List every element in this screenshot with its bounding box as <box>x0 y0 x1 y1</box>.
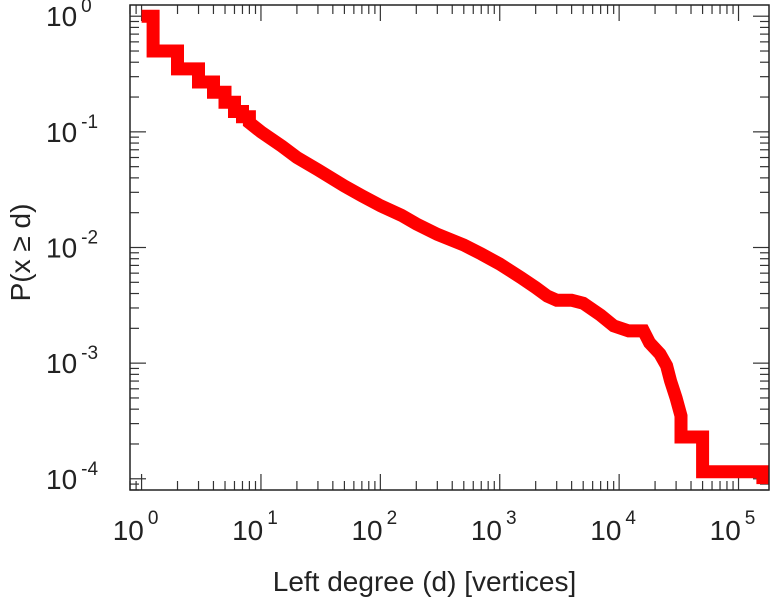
series-line <box>141 9 770 485</box>
y-axis-title: P(x ≥ d) <box>5 204 36 302</box>
y-tick-exponent: -2 <box>81 228 98 249</box>
x-tick-base: 10 <box>232 515 263 546</box>
y-tick-base: 10 <box>46 233 77 264</box>
y-tick-label: 10 0 <box>46 0 92 32</box>
x-tick-label: 10 3 <box>471 508 517 546</box>
y-tick-base: 10 <box>46 1 77 32</box>
y-tick-exponent: -3 <box>81 343 98 364</box>
x-tick-base: 10 <box>351 515 382 546</box>
x-tick-base: 10 <box>590 515 621 546</box>
y-tick-exponent: -4 <box>81 459 98 480</box>
x-tick-base: 10 <box>710 515 741 546</box>
y-tick-exponent: 0 <box>81 0 92 17</box>
x-tick-base: 10 <box>113 515 144 546</box>
x-tick-label: 10 1 <box>232 508 278 546</box>
y-tick-label: 10 -2 <box>46 228 98 264</box>
y-tick-base: 10 <box>46 117 77 148</box>
data-series <box>141 9 770 485</box>
y-tick-base: 10 <box>46 348 77 379</box>
x-tick-exponent: 2 <box>387 508 398 529</box>
x-tick-label: 10 5 <box>710 508 756 546</box>
x-tick-exponent: 4 <box>625 508 636 529</box>
x-tick-base: 10 <box>471 515 502 546</box>
x-tick-exponent: 5 <box>745 508 756 529</box>
plot-frame <box>129 4 770 491</box>
y-tick-label: 10 -3 <box>46 343 98 379</box>
x-tick-exponent: 3 <box>506 508 517 529</box>
y-tick-exponent: -1 <box>81 112 98 133</box>
y-tick-label: 10 -4 <box>46 459 98 495</box>
y-tick-base: 10 <box>46 464 77 495</box>
x-tick-label: 10 2 <box>351 508 397 546</box>
tick-labels: 10 0 10 1 10 2 10 3 10 4 10 510 010 -110 -210 -310 -4 <box>46 0 755 546</box>
x-tick-label: 10 4 <box>590 508 636 546</box>
axis-ticks <box>129 5 769 491</box>
y-tick-label: 10 -1 <box>46 112 98 148</box>
x-tick-label: 10 0 <box>113 508 159 546</box>
x-axis-title: Left degree (d) [vertices] <box>273 566 576 597</box>
x-tick-exponent: 1 <box>267 508 278 529</box>
x-tick-exponent: 0 <box>148 508 159 529</box>
